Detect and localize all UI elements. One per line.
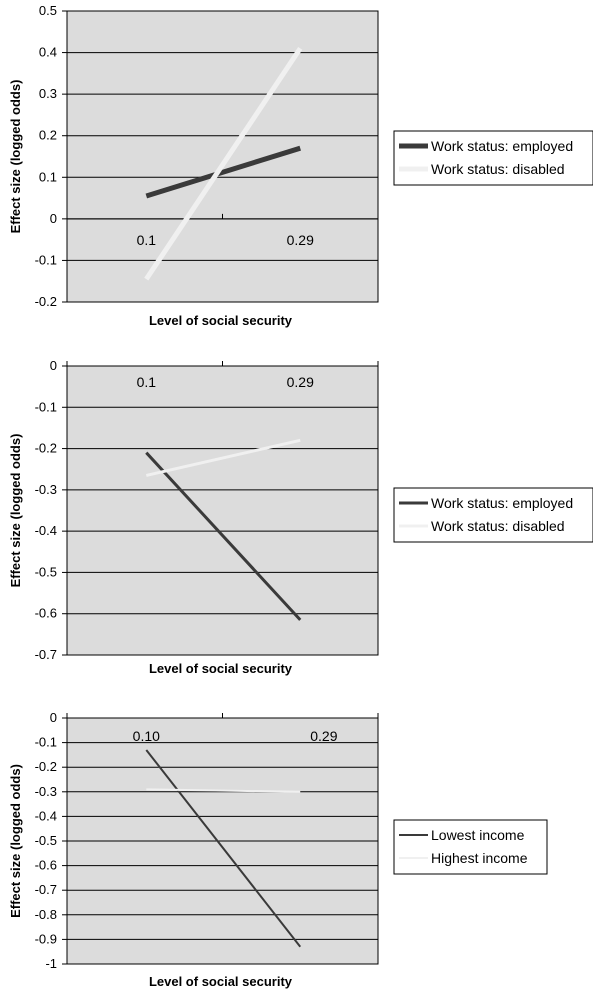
y-tick-label: -0.7 bbox=[35, 647, 57, 662]
y-tick-label: -0.3 bbox=[35, 784, 57, 799]
y-tick-label: -0.6 bbox=[35, 858, 57, 873]
category-label: 0.1 bbox=[137, 374, 157, 390]
y-tick-label: -1 bbox=[45, 956, 57, 971]
y-tick-label: -0.2 bbox=[35, 759, 57, 774]
y-axis-title: Effect size (logged odds) bbox=[8, 764, 23, 918]
x-axis-title: Level of social security bbox=[149, 661, 293, 676]
legend: Work status: employed Work status: disabl… bbox=[393, 130, 593, 186]
y-tick-label: 0.2 bbox=[39, 128, 57, 143]
y-tick-label: -0.9 bbox=[35, 931, 57, 946]
category-label: 0.10 bbox=[133, 728, 160, 744]
plot-area bbox=[66, 10, 379, 303]
y-tick-label: 0.1 bbox=[39, 169, 57, 184]
series-line-dark bbox=[145, 451, 302, 621]
legend-label: Work status: employed bbox=[431, 495, 573, 511]
y-axis-title: Effect size (logged odds) bbox=[8, 434, 23, 588]
category-label: 0.29 bbox=[310, 728, 337, 744]
y-tick-label: -0.4 bbox=[35, 808, 57, 823]
legend: Lowest income Highest income bbox=[393, 819, 548, 875]
series-line-dark bbox=[145, 749, 302, 948]
y-tick-label: 0 bbox=[50, 211, 57, 226]
y-tick-label: -0.2 bbox=[35, 441, 57, 456]
y-tick-label: -0.6 bbox=[35, 606, 57, 621]
y-tick-label: -0.4 bbox=[35, 523, 57, 538]
legend-label: Work status: disabled bbox=[431, 161, 565, 177]
category-label: 0.29 bbox=[287, 232, 314, 248]
y-tick-label: -0.5 bbox=[35, 833, 57, 848]
chart-panel-1: -0.2 -0.1 0 0.1 0.2 0.3 0.4 0.5 0.1 0.29 Level of … bbox=[8, 3, 593, 328]
series-line-light bbox=[146, 788, 301, 793]
y-tick-label: -0.1 bbox=[35, 399, 57, 414]
y-tick-label: 0 bbox=[50, 358, 57, 373]
series-line-dark bbox=[145, 145, 301, 199]
category-label: 0.29 bbox=[287, 374, 314, 390]
y-tick-label: -0.5 bbox=[35, 564, 57, 579]
legend-label: Lowest income bbox=[431, 827, 525, 843]
plot-area bbox=[66, 365, 379, 656]
y-tick-label: 0 bbox=[50, 710, 57, 725]
y-tick-label: 0.5 bbox=[39, 3, 57, 18]
y-tick-label: -0.7 bbox=[35, 882, 57, 897]
chart-panel-3: -1 -0.9 -0.8 -0.7 -0.6 -0.5 -0.4 -0.3 -0.2 -0.1 0 0… bbox=[8, 710, 548, 989]
category-label: 0.1 bbox=[137, 232, 157, 248]
legend-label: Highest income bbox=[431, 850, 528, 866]
y-axis-title: Effect size (logged odds) bbox=[8, 80, 23, 234]
legend-box bbox=[393, 487, 593, 543]
y-tick-label: -0.1 bbox=[35, 735, 57, 750]
x-axis-title: Level of social security bbox=[149, 974, 293, 989]
chart-panel-2: -0.7 -0.6 -0.5 -0.4 -0.3 -0.2 -0.1 0 0.1 0.29 Leve… bbox=[8, 358, 593, 676]
y-tick-label: -0.1 bbox=[35, 252, 57, 267]
legend-box bbox=[393, 819, 548, 875]
legend-label: Work status: disabled bbox=[431, 518, 565, 534]
series-line-light bbox=[145, 438, 301, 477]
y-tick-label: -0.2 bbox=[35, 294, 57, 309]
y-tick-label: -0.8 bbox=[35, 907, 57, 922]
x-axis-title: Level of social security bbox=[149, 313, 293, 328]
legend-label: Work status: employed bbox=[431, 138, 573, 154]
y-tick-label: -0.3 bbox=[35, 482, 57, 497]
series-line-light bbox=[144, 47, 303, 281]
y-tick-label: 0.3 bbox=[39, 86, 57, 101]
y-tick-label: 0.4 bbox=[39, 45, 57, 60]
legend: Work status: employed Work status: disabl… bbox=[393, 487, 593, 543]
legend-box bbox=[393, 130, 593, 186]
